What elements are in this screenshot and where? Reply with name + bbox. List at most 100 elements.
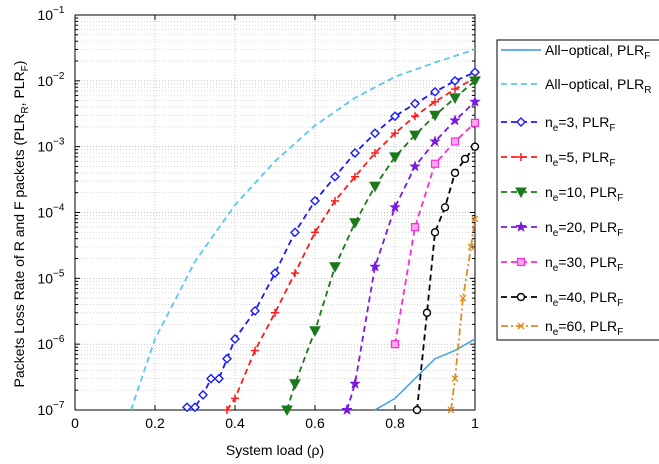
- data-point: [250, 305, 260, 316]
- data-point: [430, 86, 440, 97]
- data-point: [470, 142, 480, 151]
- data-point: [409, 130, 421, 142]
- data-point: [450, 137, 460, 146]
- y-tick-exponent: −1: [53, 5, 65, 16]
- legend-item: ne=10, PLRF: [501, 184, 623, 204]
- data-point: [449, 114, 461, 126]
- data-point: [371, 149, 379, 158]
- legend-swatch-marker: [517, 322, 525, 330]
- data-point: [430, 228, 440, 237]
- series-1: [374, 338, 476, 411]
- data-point: [447, 406, 455, 414]
- data-point: [409, 160, 421, 172]
- y-tick-exponent: −6: [53, 334, 65, 345]
- legend-swatch-marker: [516, 257, 526, 267]
- x-tick-label: 0.2: [145, 415, 165, 431]
- legend-item: ne=5, PLRF: [501, 149, 615, 169]
- data-point: [223, 406, 231, 414]
- legend-label: ne=40, PLRF: [545, 289, 623, 309]
- series-3: [182, 67, 480, 413]
- data-point: [390, 111, 400, 122]
- data-point: [467, 243, 475, 251]
- x-tick-label: 0.8: [385, 415, 405, 431]
- marker-stroke: [467, 243, 475, 251]
- data-point: [460, 154, 470, 164]
- x-tick-label: 0: [71, 415, 79, 431]
- data-point: [431, 97, 439, 106]
- series-line: [374, 338, 476, 411]
- marker-stroke: [517, 322, 525, 330]
- y-tick-label: 10: [37, 7, 53, 23]
- series-layer: [130, 48, 481, 417]
- legend-swatch-marker: [515, 187, 527, 199]
- legend-item: ne=3, PLRF: [501, 114, 615, 134]
- series-8: [412, 142, 480, 415]
- y-tick-exponent: −4: [53, 203, 65, 214]
- series-4: [223, 74, 479, 414]
- data-point: [190, 402, 200, 413]
- data-point: [451, 85, 459, 94]
- data-point: [222, 353, 232, 364]
- legend-label: ne=3, PLRF: [545, 114, 615, 134]
- marker-stroke: [447, 406, 455, 414]
- data-point: [429, 110, 441, 122]
- data-point: [470, 118, 480, 127]
- legend-label: All−optical, PLRR: [545, 76, 651, 96]
- data-point: [230, 333, 240, 344]
- series-6: [341, 95, 481, 416]
- data-point: [329, 262, 341, 273]
- data-point: [290, 227, 300, 238]
- series-line: [346, 101, 476, 411]
- legend-swatch-marker: [515, 220, 527, 233]
- data-point: [429, 135, 441, 147]
- data-point: [289, 379, 301, 390]
- y-tick-exponent: −5: [53, 268, 65, 279]
- legend-item: ne=30, PLRF: [501, 254, 623, 274]
- data-point: [231, 394, 239, 403]
- data-point: [450, 168, 460, 178]
- data-point: [331, 196, 339, 205]
- x-tick-label: 0.6: [305, 415, 325, 431]
- data-point: [198, 389, 208, 400]
- series-9: [447, 215, 479, 414]
- legend-item: All−optical, PLRR: [501, 76, 651, 96]
- data-point: [391, 129, 399, 138]
- y-axis-label: Packets Loss Rate of R and F packets (PL…: [11, 61, 31, 388]
- data-point: [389, 152, 401, 163]
- data-point: [390, 340, 400, 349]
- data-point: [182, 402, 192, 413]
- data-point: [410, 98, 420, 109]
- x-axis-label: System load (ρ): [226, 442, 324, 458]
- data-point: [311, 228, 319, 237]
- data-point: [206, 373, 216, 384]
- data-point: [251, 346, 259, 355]
- legend-label: ne=5, PLRF: [545, 149, 615, 169]
- legend-label: ne=60, PLRF: [545, 318, 623, 338]
- legend-swatch-marker: [516, 117, 526, 127]
- marker-stroke: [459, 294, 467, 302]
- data-point: [369, 260, 381, 272]
- y-tick-label: 10: [37, 139, 53, 155]
- data-point: [459, 294, 467, 302]
- data-point: [291, 269, 299, 278]
- tick-labels: 0 0.2 0.4 0.6 0.8 110−710−610−510−410−310−210…: [37, 5, 479, 431]
- data-point: [370, 128, 380, 139]
- legend-swatch-marker: [516, 292, 526, 302]
- data-point: [350, 148, 360, 159]
- data-point: [410, 223, 420, 232]
- legend-item: ne=20, PLRF: [501, 219, 623, 239]
- y-tick-label: 10: [37, 270, 53, 286]
- series-7: [390, 118, 480, 349]
- series-5: [281, 76, 481, 417]
- data-point: [411, 112, 419, 121]
- data-point: [469, 76, 481, 87]
- x-tick-label: 0.4: [225, 415, 245, 431]
- y-tick-label: 10: [37, 402, 53, 418]
- data-point: [214, 373, 224, 384]
- data-point: [469, 95, 481, 107]
- marker-stroke: [451, 375, 459, 383]
- legend: All−optical, PLRF All−optical, PLRR ne=3, …: [496, 39, 659, 341]
- legend-label: All−optical, PLRF: [545, 42, 650, 62]
- y-tick-exponent: −7: [53, 400, 65, 411]
